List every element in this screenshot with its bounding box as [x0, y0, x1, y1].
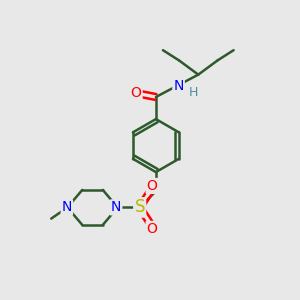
Text: N: N — [173, 79, 184, 93]
Text: N: N — [62, 200, 72, 214]
Text: S: S — [134, 198, 145, 216]
Text: O: O — [147, 222, 158, 236]
Text: H: H — [189, 86, 198, 99]
Text: O: O — [131, 86, 142, 100]
Text: N: N — [111, 200, 121, 214]
Text: O: O — [147, 179, 158, 193]
